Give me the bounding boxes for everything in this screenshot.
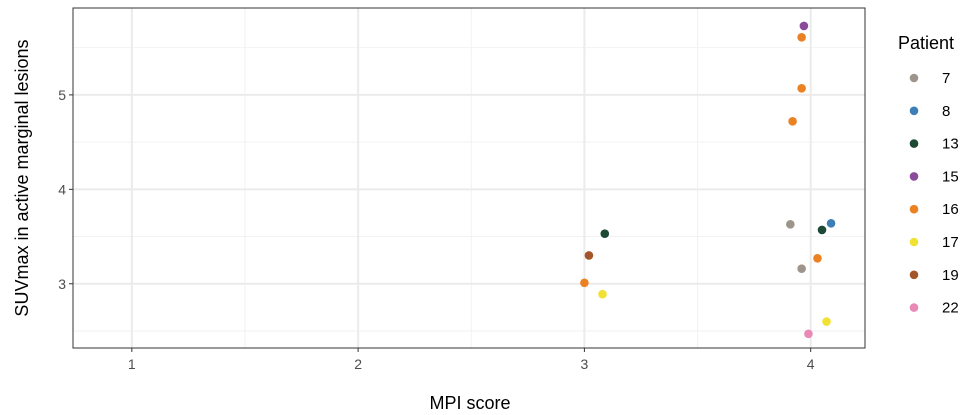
data-point-patient-13 — [600, 229, 610, 239]
y-axis-title: SUVmax in active marginal lesions — [12, 39, 32, 316]
legend-key-17 — [909, 237, 919, 247]
data-point-patient-19 — [584, 251, 594, 260]
data-point-patient-16 — [813, 253, 822, 263]
data-point-patient-16 — [797, 83, 806, 93]
y-tick-label: 4 — [58, 181, 66, 197]
x-tick-label: 4 — [807, 356, 815, 372]
data-point-patient-16 — [788, 117, 797, 126]
legend-label-22: 22 — [942, 300, 959, 317]
axis-ticks: 1 2 3 4 3 4 5 — [58, 87, 815, 372]
data-point-patient-17 — [822, 317, 831, 326]
y-tick-label: 3 — [58, 276, 66, 292]
plot-panel-border — [72, 7, 866, 349]
x-axis-title: MPI score — [429, 393, 510, 413]
legend-label-15: 15 — [942, 168, 959, 185]
legend-title: Patient — [898, 33, 954, 53]
data-point-patient-13 — [817, 225, 827, 235]
legend-key-8 — [909, 106, 919, 116]
data-points — [580, 21, 836, 339]
data-point-patient-15 — [799, 21, 809, 31]
legend: 7 8 13 15 16 17 19 22 — [909, 70, 959, 317]
legend-label-13: 13 — [942, 136, 959, 153]
data-point-patient-7 — [797, 264, 806, 273]
y-tick-label: 5 — [58, 87, 66, 103]
data-point-patient-22 — [804, 329, 813, 339]
data-point-patient-7 — [786, 219, 795, 229]
x-tick-label: 2 — [354, 356, 362, 372]
legend-label-16: 16 — [942, 201, 959, 218]
legend-key-7 — [909, 73, 919, 83]
data-point-patient-16 — [797, 32, 806, 42]
legend-label-17: 17 — [942, 234, 959, 251]
x-tick-label: 3 — [581, 356, 589, 372]
data-point-patient-16 — [580, 278, 589, 288]
data-point-patient-17 — [598, 289, 607, 299]
legend-label-19: 19 — [942, 267, 959, 284]
legend-key-15 — [909, 172, 919, 181]
x-tick-label: 1 — [128, 356, 136, 372]
legend-key-13 — [909, 139, 919, 148]
grid-lines — [73, 8, 865, 348]
legend-key-22 — [909, 303, 919, 312]
legend-label-7: 7 — [942, 70, 950, 87]
legend-label-8: 8 — [942, 103, 950, 120]
data-point-patient-8 — [826, 219, 836, 228]
legend-key-19 — [909, 270, 919, 280]
legend-key-16 — [909, 204, 919, 214]
